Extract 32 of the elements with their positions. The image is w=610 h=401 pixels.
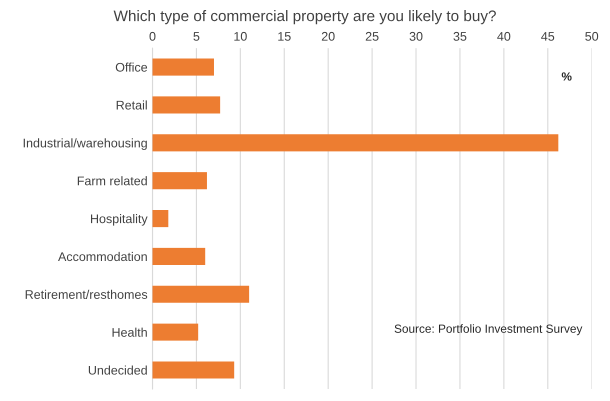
y-tick-label: Accommodation	[58, 252, 147, 262]
x-tick-label: 45	[541, 32, 554, 41]
x-tick-label: 25	[366, 32, 379, 41]
annotation: Source: Portfolio Investment Survey	[394, 324, 582, 336]
x-tick-label: 0	[150, 32, 156, 41]
y-tick-label: Hospitality	[91, 214, 148, 226]
chart-title: Which type of commercial property are you likely to buy?	[114, 10, 496, 24]
bar	[152, 58, 214, 76]
bar	[152, 248, 206, 265]
y-tick-label: Undecided	[88, 366, 147, 375]
y-tick-label: Industrial/warehousing	[24, 138, 147, 150]
x-tick-label: 35	[453, 32, 466, 41]
x-tick-label: 50	[585, 32, 598, 41]
x-tick-label: 15	[278, 32, 291, 41]
x-tick-label: 5	[193, 32, 200, 41]
y-tick-label: Farm related	[78, 176, 147, 186]
bar	[152, 96, 220, 114]
y-tick-label: Retail	[116, 100, 147, 110]
bar	[152, 134, 558, 152]
y-tick-label: Retirement/resthomes	[26, 290, 148, 299]
x-tick-label: 10	[234, 32, 247, 41]
annotation: %	[562, 72, 572, 81]
x-tick-label: 20	[322, 32, 335, 41]
bar	[152, 324, 198, 341]
bar	[152, 286, 250, 303]
y-tick-label: Health	[112, 328, 147, 337]
x-tick-label: 30	[410, 32, 422, 41]
y-tick-label: Office	[116, 62, 148, 72]
bar	[152, 172, 207, 190]
bar	[152, 210, 168, 228]
x-tick-label: 40	[497, 32, 510, 41]
bar	[152, 362, 234, 379]
